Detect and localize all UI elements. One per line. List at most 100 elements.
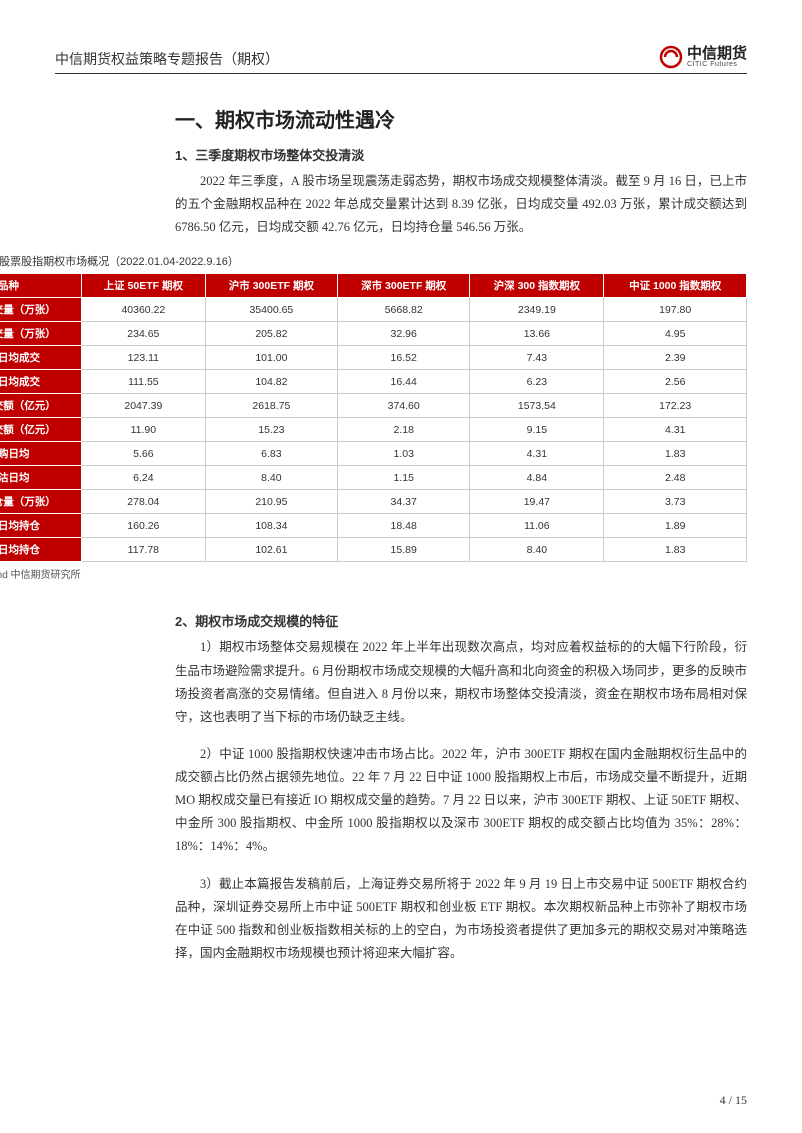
cell: 6.83 [205,442,337,466]
subsection-1-heading: 1、三季度期权市场整体交投清淡 [175,145,747,164]
cell: 123.11 [81,346,205,370]
col-head: 品种 [0,274,81,298]
row-label: 日均持仓量（万张） [0,490,81,514]
cell: 9.15 [470,418,604,442]
table-header-row: 品种 上证 50ETF 期权 沪市 300ETF 期权 深市 300ETF 期权… [0,274,747,298]
table-row: 日均成交量（万张）234.65205.8232.9613.664.95 [0,322,747,346]
cell: 205.82 [205,322,337,346]
cell: 5668.82 [338,298,470,322]
cell: 2047.39 [81,394,205,418]
row-label: 认购日均持仓 [0,514,81,538]
cell: 4.95 [604,322,747,346]
row-label: 日均成交量（万张） [0,322,81,346]
col-head: 沪深 300 指数期权 [470,274,604,298]
cell: 160.26 [81,514,205,538]
row-label: 认沽日均成交 [0,370,81,394]
row-label: 累计成交量（万张） [0,298,81,322]
cell: 2.18 [338,418,470,442]
cell: 102.61 [205,538,337,562]
cell: 8.40 [205,466,337,490]
cell: 16.52 [338,346,470,370]
cell: 8.40 [470,538,604,562]
cell: 1573.54 [470,394,604,418]
table-caption: 图表 1：国内股票股指期权市场概况（2022.01.04-2022.9.16） [0,253,747,269]
cell: 117.78 [81,538,205,562]
cell: 7.43 [470,346,604,370]
subsection-2-p2: 2）中证 1000 股指期权快速冲击市场占比。2022 年，沪市 300ETF … [175,743,747,859]
cell: 108.34 [205,514,337,538]
cell: 3.73 [604,490,747,514]
cell: 1.83 [604,442,747,466]
row-label: 认购日均 [0,442,81,466]
col-head: 中证 1000 指数期权 [604,274,747,298]
cell: 35400.65 [205,298,337,322]
table-row: 认购日均5.666.831.034.311.83 [0,442,747,466]
subsection-2-p1: 1）期权市场整体交易规模在 2022 年上半年出现数次高点，均对应着权益标的的大… [175,636,747,729]
cell: 40360.22 [81,298,205,322]
table-block: 图表 1：国内股票股指期权市场概况（2022.01.04-2022.9.16） … [0,253,747,581]
table-row: 认沽日均成交111.55104.8216.446.232.56 [0,370,747,394]
table-row: 日均成交额（亿元）11.9015.232.189.154.31 [0,418,747,442]
cell: 234.65 [81,322,205,346]
table-row: 日均持仓量（万张）278.04210.9534.3719.473.73 [0,490,747,514]
cell: 15.89 [338,538,470,562]
cell: 1.89 [604,514,747,538]
cell: 6.24 [81,466,205,490]
cell: 4.84 [470,466,604,490]
table-row: 认购日均持仓160.26108.3418.4811.061.89 [0,514,747,538]
col-head: 上证 50ETF 期权 [81,274,205,298]
cell: 2.56 [604,370,747,394]
cell: 11.90 [81,418,205,442]
cell: 2349.19 [470,298,604,322]
report-title: 中信期货权益策略专题报告（期权） [55,49,279,69]
cell: 210.95 [205,490,337,514]
subsection-2-p3: 3）截止本篇报告发稿前后，上海证券交易所将于 2022 年 9 月 19 日上市… [175,873,747,966]
cell: 101.00 [205,346,337,370]
cell: 15.23 [205,418,337,442]
cell: 16.44 [338,370,470,394]
citic-logo-icon [659,45,683,69]
cell: 1.03 [338,442,470,466]
cell: 6.23 [470,370,604,394]
main-content: 一、期权市场流动性遇冷 1、三季度期权市场整体交投清淡 2022 年三季度，A … [175,104,747,239]
col-head: 沪市 300ETF 期权 [205,274,337,298]
logo-text-cn: 中信期货 [687,46,747,61]
cell: 13.66 [470,322,604,346]
section-heading: 一、期权市场流动性遇冷 [175,104,747,133]
cell: 19.47 [470,490,604,514]
cell: 1.15 [338,466,470,490]
cell: 1.83 [604,538,747,562]
cell: 34.37 [338,490,470,514]
cell: 18.48 [338,514,470,538]
row-label: 认沽日均持仓 [0,538,81,562]
row-label: 认沽日均 [0,466,81,490]
cell: 11.06 [470,514,604,538]
main-content-2: 2、期权市场成交规模的特征 1）期权市场整体交易规模在 2022 年上半年出现数… [175,611,747,965]
row-label: 累计成交额（亿元） [0,394,81,418]
cell: 5.66 [81,442,205,466]
col-head: 深市 300ETF 期权 [338,274,470,298]
cell: 32.96 [338,322,470,346]
market-overview-table: 品种 上证 50ETF 期权 沪市 300ETF 期权 深市 300ETF 期权… [0,273,747,562]
cell: 4.31 [604,418,747,442]
cell: 4.31 [470,442,604,466]
page-header: 中信期货权益策略专题报告（期权） 中信期货 CITIC Futures [55,45,747,74]
cell: 111.55 [81,370,205,394]
page-footer: 4 / 15 [720,1093,747,1108]
subsection-1-body: 2022 年三季度，A 股市场呈现震荡走弱态势，期权市场成交规模整体清淡。截至 … [175,170,747,239]
cell: 374.60 [338,394,470,418]
cell: 104.82 [205,370,337,394]
logo-text-en: CITIC Futures [687,61,747,68]
cell: 2.39 [604,346,747,370]
table-row: 累计成交量（万张）40360.2235400.655668.822349.191… [0,298,747,322]
cell: 278.04 [81,490,205,514]
table-source: 资料来源：Wind 中信期货研究所 [0,566,747,581]
subsection-2-heading: 2、期权市场成交规模的特征 [175,611,747,630]
table-row: 认沽日均6.248.401.154.842.48 [0,466,747,490]
cell: 197.80 [604,298,747,322]
cell: 172.23 [604,394,747,418]
cell: 2618.75 [205,394,337,418]
brand-logo: 中信期货 CITIC Futures [659,45,747,69]
table-row: 认沽日均持仓117.78102.6115.898.401.83 [0,538,747,562]
table-row: 累计成交额（亿元）2047.392618.75374.601573.54172.… [0,394,747,418]
